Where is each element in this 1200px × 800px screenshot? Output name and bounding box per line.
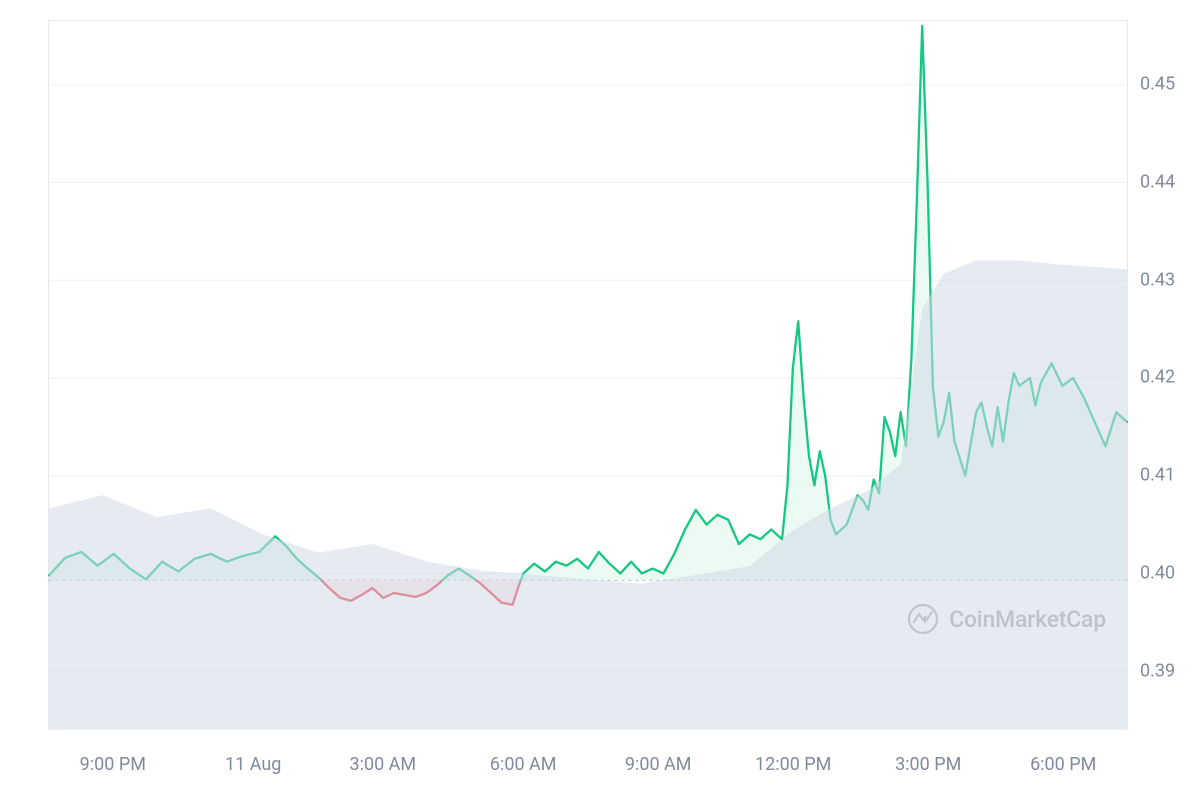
- x-axis-label: 3:00 PM: [895, 754, 961, 775]
- x-axis-label: 9:00 PM: [80, 754, 146, 775]
- y-axis-label: 0.42: [1140, 367, 1175, 388]
- coinmarketcap-icon: [907, 603, 939, 635]
- y-axis-label: 0.41: [1140, 465, 1175, 486]
- price-chart[interactable]: CoinMarketCap 0.39 0.40 0.41 0.42 0.43 0.44 0.…: [0, 0, 1200, 800]
- x-axis-label: 6:00 AM: [490, 754, 557, 775]
- watermark: CoinMarketCap: [907, 603, 1106, 635]
- x-axis-label: 11 Aug: [225, 754, 281, 775]
- y-axis-label: 0.40: [1140, 563, 1175, 584]
- y-axis-label: 0.45: [1140, 73, 1175, 94]
- watermark-text: CoinMarketCap: [949, 606, 1106, 633]
- x-axis-label: 3:00 AM: [349, 754, 416, 775]
- y-axis-label: 0.43: [1140, 269, 1175, 290]
- y-axis-label: 0.39: [1140, 661, 1175, 682]
- x-axis-label: 9:00 AM: [625, 754, 692, 775]
- y-axis-label: 0.44: [1140, 171, 1175, 192]
- x-axis-label: 6:00 PM: [1030, 754, 1096, 775]
- x-axis-label: 12:00 PM: [755, 754, 831, 775]
